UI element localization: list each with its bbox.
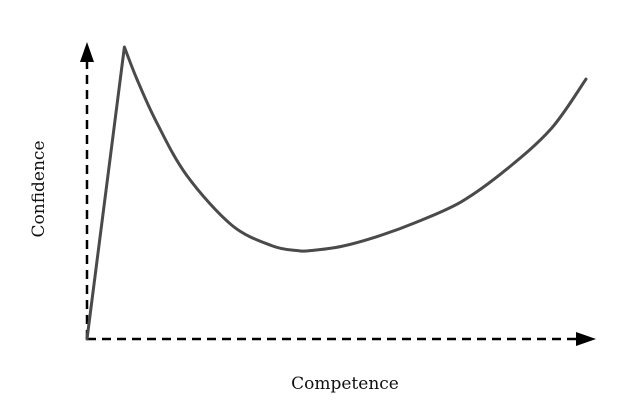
y-axis-label: Confidence xyxy=(29,140,49,237)
axes xyxy=(80,42,596,346)
y-axis-arrow xyxy=(80,42,94,62)
x-axis-label: Competence xyxy=(291,374,399,394)
x-axis-arrow xyxy=(576,332,596,346)
confidence-competence-curve xyxy=(85,45,588,341)
